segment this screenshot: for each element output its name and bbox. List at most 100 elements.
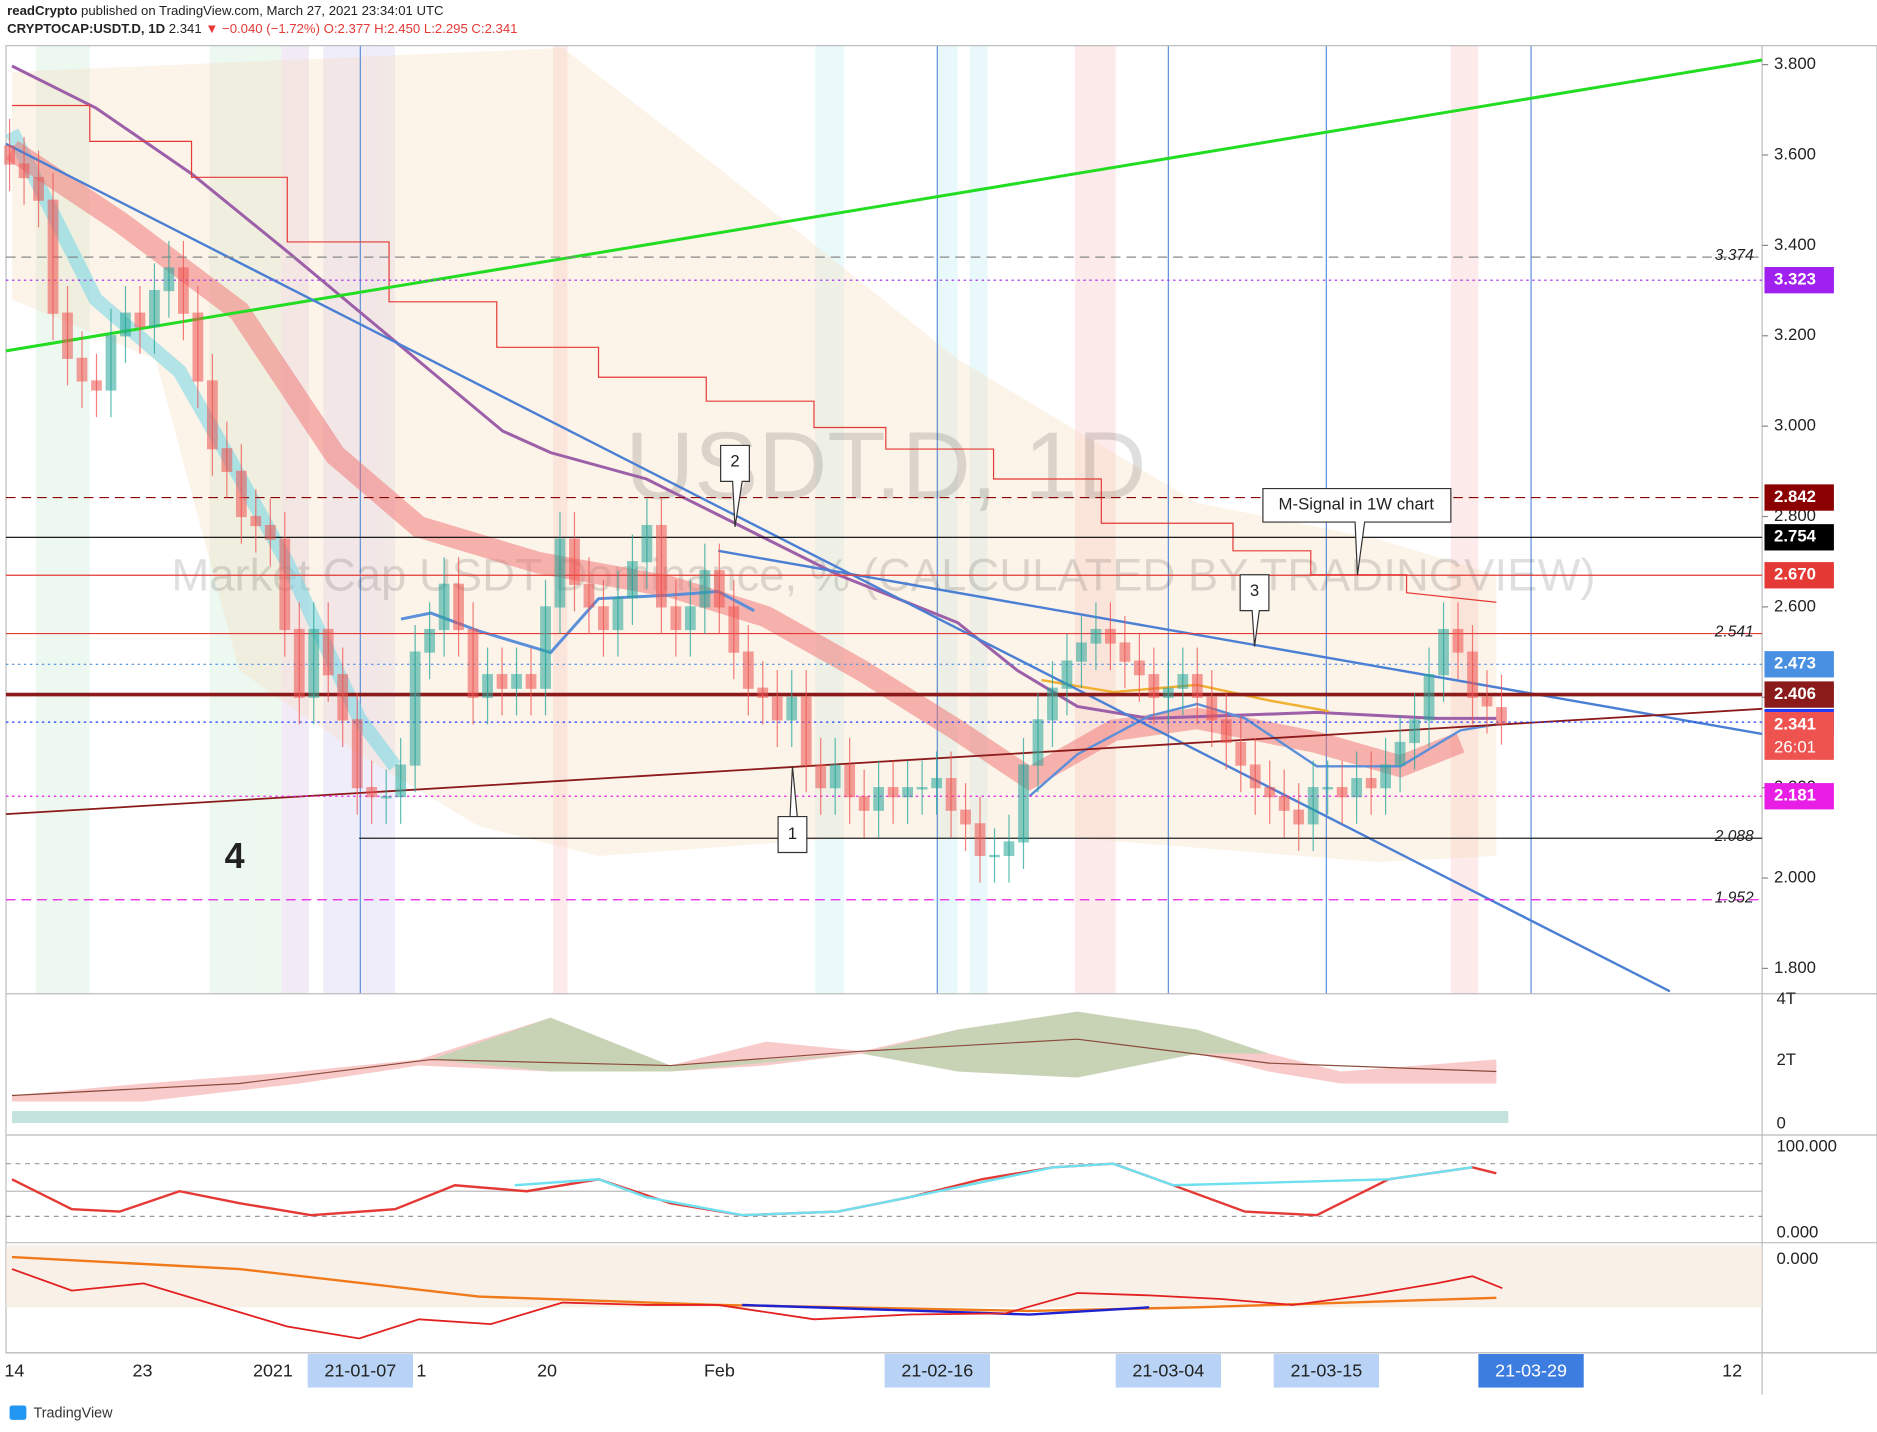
candle-body	[641, 524, 653, 563]
pane-label: 100.000	[1776, 1136, 1837, 1155]
y-tick-label: 2.000	[1774, 867, 1816, 886]
level-label: 2.541	[1714, 623, 1754, 640]
level-label: 3.374	[1715, 247, 1754, 264]
candle-body	[438, 583, 450, 631]
candle-body	[293, 628, 305, 698]
candle-body	[467, 628, 479, 698]
candle-body	[974, 823, 986, 857]
candle-body	[1423, 674, 1435, 721]
volume-band	[11, 1111, 1509, 1124]
price-badge	[1764, 484, 1834, 511]
candle-body	[1467, 651, 1478, 698]
candle-body	[771, 696, 783, 721]
date-highlight	[1115, 1354, 1222, 1388]
x-tick-label: 21-03-04	[1132, 1361, 1204, 1381]
candle-body	[4, 145, 15, 165]
candle-body	[192, 312, 204, 382]
line	[11, 1268, 1503, 1340]
date-highlight	[307, 1354, 413, 1388]
annotation: 2	[730, 452, 739, 471]
trend-line	[718, 549, 1763, 736]
candle-body	[1047, 687, 1058, 721]
level-label: 2.088	[1714, 828, 1754, 845]
candle-body	[902, 787, 914, 798]
date-highlight	[1273, 1354, 1380, 1388]
annotation: 1	[788, 824, 797, 843]
callout	[1239, 574, 1270, 647]
x-tick-label: 21-01-07	[324, 1361, 396, 1381]
price-badge	[1764, 267, 1834, 294]
x-tick-label: 20	[537, 1361, 557, 1381]
author: readCrypto	[7, 4, 77, 19]
annotation: M-Signal in 1W chart	[1279, 495, 1435, 514]
candles	[4, 118, 1507, 883]
level-label: 1.952	[1715, 890, 1754, 907]
step-line	[11, 104, 1497, 603]
candle-body	[598, 606, 609, 631]
candle-body	[858, 796, 870, 811]
candle-body	[1032, 719, 1044, 766]
x-tick-label: 1	[416, 1361, 426, 1381]
candle-body	[496, 674, 508, 689]
candle-body	[235, 470, 247, 518]
logo	[9, 1405, 27, 1420]
candle-body	[989, 854, 1000, 858]
countdown: 26:01	[1774, 737, 1816, 756]
pane-label: 0.000	[1776, 1249, 1818, 1268]
x-tick-label: 12	[1722, 1361, 1742, 1381]
candle-body	[105, 335, 117, 391]
callout	[1262, 487, 1452, 575]
pane-label: 0.000	[1776, 1223, 1818, 1242]
candle-body	[1351, 778, 1363, 798]
price-badge-label: 2.341	[1774, 715, 1816, 734]
y-tick-label: 3.800	[1774, 54, 1816, 73]
candle-body	[322, 628, 334, 676]
axes: 1.8002.0002.2002.4002.6002.8003.0003.200…	[4, 54, 1837, 1388]
pane-label: 0	[1776, 1114, 1785, 1133]
y-tick-label: 3.600	[1774, 144, 1816, 163]
candle-body	[1148, 674, 1160, 698]
trend-line	[5, 142, 1671, 993]
price-badge-label: 2.473	[1774, 654, 1816, 673]
candle-body	[221, 448, 233, 472]
annotation: 3	[1250, 581, 1259, 600]
candle-body	[1220, 719, 1232, 744]
trend-line	[5, 58, 1763, 353]
footer: TradingView	[34, 1406, 114, 1422]
candle-body	[1380, 764, 1391, 789]
price-badge-label: 2.406	[1774, 684, 1816, 703]
line	[11, 1038, 1497, 1097]
price-badge	[1764, 711, 1834, 760]
price-badge	[1764, 524, 1834, 551]
last: 2.341	[169, 22, 202, 37]
callout	[777, 766, 808, 854]
candle-body	[1293, 809, 1305, 825]
candle-body	[424, 628, 436, 653]
oscillator	[514, 1162, 1473, 1217]
candle-body	[873, 787, 885, 811]
candle-body	[757, 687, 769, 698]
candle-body	[47, 199, 59, 314]
candle-body	[18, 163, 30, 179]
candle-body	[1336, 787, 1348, 798]
candle-body	[1481, 696, 1493, 707]
candle-body	[1264, 787, 1276, 798]
candle-body	[1018, 764, 1029, 843]
candle-body	[554, 538, 566, 608]
candle-body	[76, 357, 88, 382]
x-tick-label: Feb	[704, 1361, 735, 1381]
price-badge	[1764, 681, 1834, 708]
ohlc: O:2.377 H:2.450 L:2.295 C:2.341	[324, 22, 518, 37]
candle-body	[916, 787, 928, 790]
candle-body	[525, 674, 537, 689]
candle-body	[612, 597, 624, 631]
price-badge-label: 2.181	[1774, 786, 1816, 805]
candle-body	[120, 312, 131, 337]
candle-body	[308, 628, 320, 698]
pane-label: 4T	[1776, 989, 1796, 1008]
line	[742, 1303, 1150, 1316]
candle-body	[627, 561, 638, 599]
candle-body	[1105, 628, 1116, 644]
pane-label: 2T	[1776, 1050, 1796, 1069]
header-line: CRYPTOCAP:USDT.D, 1D 2.341 ▼ −0.040 (−1.…	[7, 22, 517, 37]
